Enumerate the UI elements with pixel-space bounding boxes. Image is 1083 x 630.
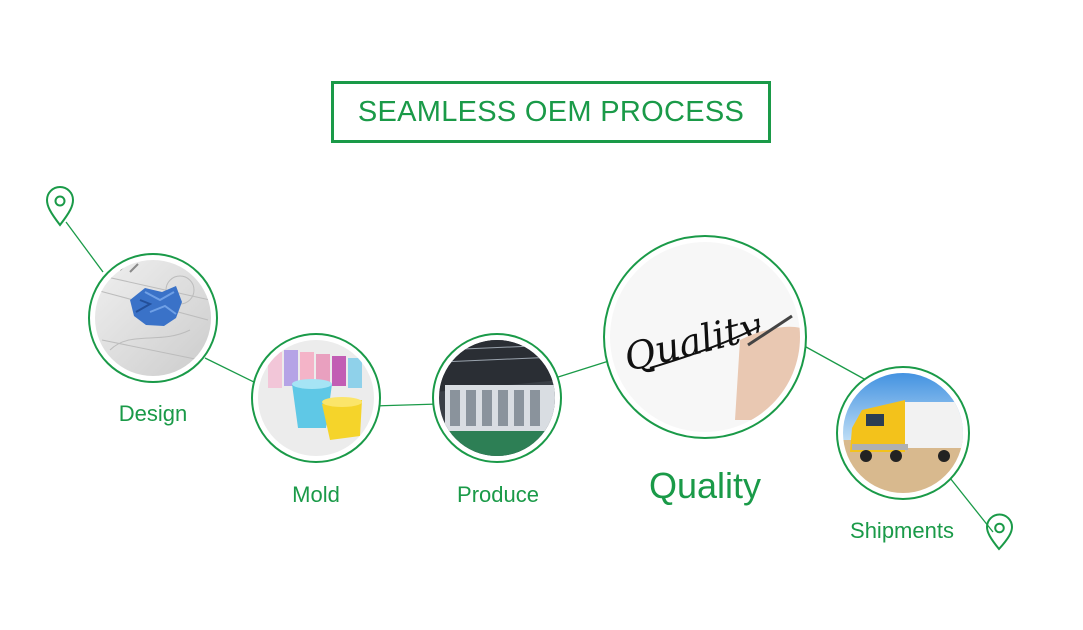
location-pin-icon: [45, 186, 75, 227]
produce-image: [432, 333, 562, 463]
step-label-shipments: Shipments: [850, 518, 954, 543]
step-label-mold: Mold: [292, 482, 340, 507]
step-label-design: Design: [118, 401, 188, 426]
page-title: SEAMLESS OEM PROCESS: [331, 81, 771, 143]
step-label-produce: Produce: [457, 482, 539, 507]
step-label-quality: Quality: [648, 465, 762, 506]
design-image: [88, 253, 218, 383]
shipments-image: [836, 366, 970, 500]
location-pin-icon: [985, 513, 1014, 551]
connector-lines: [65, 221, 994, 533]
mold-image: [251, 333, 381, 463]
quality-image: Quality: [603, 235, 807, 439]
